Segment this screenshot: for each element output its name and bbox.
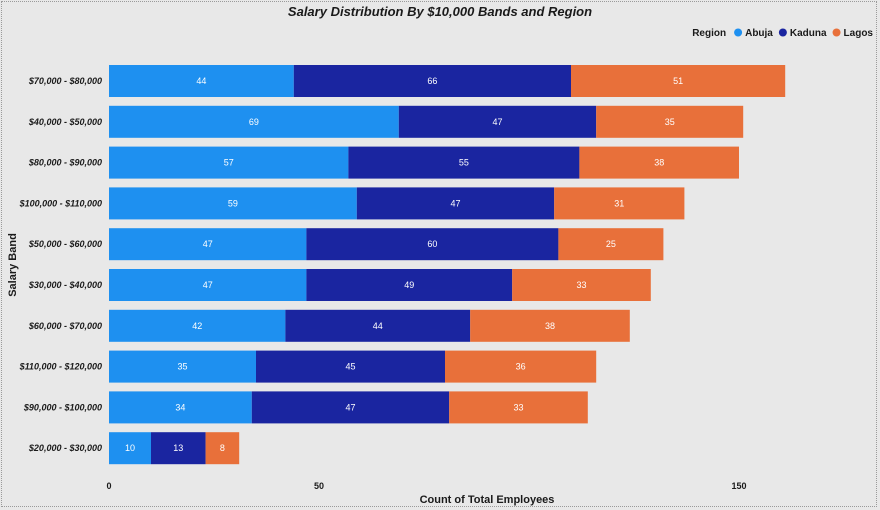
bar-segment[interactable]: [109, 105, 399, 138]
bar-segment[interactable]: [554, 187, 685, 220]
data-label: 47: [450, 198, 460, 208]
category-label: $100,000 - $110,000: [19, 198, 102, 208]
data-label: 49: [404, 280, 414, 290]
data-label: 38: [654, 158, 664, 168]
legend-marker: [832, 28, 841, 37]
bar-segment[interactable]: [558, 228, 664, 261]
bar-segment[interactable]: [512, 269, 651, 301]
data-label: 44: [373, 321, 383, 331]
data-label: 60: [427, 239, 437, 249]
bar-segment[interactable]: [109, 269, 307, 301]
bar-segment[interactable]: [109, 391, 252, 424]
data-label: 36: [516, 362, 526, 372]
bar-segment[interactable]: [109, 228, 307, 261]
data-label: 44: [196, 76, 206, 86]
category-label: $60,000 - $70,000: [28, 321, 102, 331]
data-label: 13: [173, 443, 183, 453]
data-label: 35: [177, 362, 187, 372]
category-label: $50,000 - $60,000: [28, 239, 102, 249]
bar-segment[interactable]: [306, 269, 513, 301]
bar-segment[interactable]: [251, 391, 450, 424]
data-label: 47: [203, 239, 213, 249]
bar-segment[interactable]: [306, 228, 559, 261]
data-label: 51: [673, 76, 683, 86]
bar-segment[interactable]: [285, 309, 471, 342]
legend-entry[interactable]: Kaduna: [790, 28, 827, 39]
category-label: $20,000 - $30,000: [28, 443, 102, 453]
data-label: 59: [228, 198, 238, 208]
category-label: $90,000 - $100,000: [23, 402, 102, 412]
category-labels: $70,000 - $80,000 $40,000 - $50,000 $80,00…: [19, 76, 102, 453]
bar-segment[interactable]: [109, 65, 294, 97]
legend-title: Region: [692, 28, 726, 39]
bar-segment[interactable]: [596, 105, 744, 138]
legend-entry[interactable]: Abuja: [745, 28, 773, 39]
bar-segment[interactable]: [109, 187, 357, 220]
x-tick-label: 150: [731, 481, 746, 491]
data-label: 38: [545, 321, 555, 331]
y-axis-title: Salary Band: [7, 233, 19, 297]
x-tick-labels: 0 50 150: [106, 481, 746, 491]
data-label: 31: [614, 198, 624, 208]
x-tick-label: 0: [106, 481, 111, 491]
bars-group: 44 66 51 69 47 35 57 55 38 59 47 31 47 60 25 47 49 33 42 44…: [109, 65, 786, 465]
bar-segment[interactable]: [205, 432, 240, 465]
data-label: 69: [249, 117, 259, 127]
data-label: 33: [576, 280, 586, 290]
category-label: $110,000 - $120,000: [19, 362, 102, 372]
bar-segment[interactable]: [579, 146, 739, 179]
category-label: $80,000 - $90,000: [28, 158, 102, 168]
bar-segment[interactable]: [151, 432, 206, 465]
data-label: 45: [345, 362, 355, 372]
data-label: 57: [224, 158, 234, 168]
legend: Region Abuja Kaduna Lagos: [692, 28, 873, 39]
data-label: 35: [665, 117, 675, 127]
bar-segment[interactable]: [348, 146, 580, 179]
data-label: 33: [513, 402, 523, 412]
data-label: 47: [203, 280, 213, 290]
legend-marker: [778, 28, 787, 37]
category-label: $70,000 - $80,000: [28, 76, 102, 86]
data-label: 66: [427, 76, 437, 86]
category-label: $30,000 - $40,000: [28, 280, 102, 290]
data-label: 10: [125, 443, 135, 453]
bar-segment[interactable]: [109, 432, 151, 465]
bar-segment[interactable]: [470, 309, 630, 342]
category-label: $40,000 - $50,000: [28, 117, 102, 127]
data-label: 55: [459, 158, 469, 168]
data-label: 42: [192, 321, 202, 331]
data-label: 47: [492, 117, 502, 127]
bar-segment[interactable]: [571, 65, 786, 97]
bar-segment[interactable]: [109, 350, 256, 383]
x-axis-title: Count of Total Employees: [420, 494, 555, 506]
data-label: 8: [220, 443, 225, 453]
data-label: 25: [606, 239, 616, 249]
bar-segment[interactable]: [293, 65, 571, 97]
x-tick-label: 50: [314, 481, 324, 491]
bar-segment[interactable]: [398, 105, 597, 138]
data-label: 34: [175, 402, 185, 412]
bar-segment[interactable]: [445, 350, 597, 383]
data-label: 47: [345, 402, 355, 412]
bar-segment[interactable]: [109, 309, 286, 342]
legend-marker: [734, 28, 743, 37]
bar-segment[interactable]: [356, 187, 555, 220]
bar-segment[interactable]: [256, 350, 445, 383]
bar-segment[interactable]: [449, 391, 588, 424]
chart-title: Salary Distribution By $10,000 Bands and…: [288, 4, 592, 19]
bar-segment[interactable]: [109, 146, 349, 179]
legend-entry[interactable]: Lagos: [844, 28, 874, 39]
